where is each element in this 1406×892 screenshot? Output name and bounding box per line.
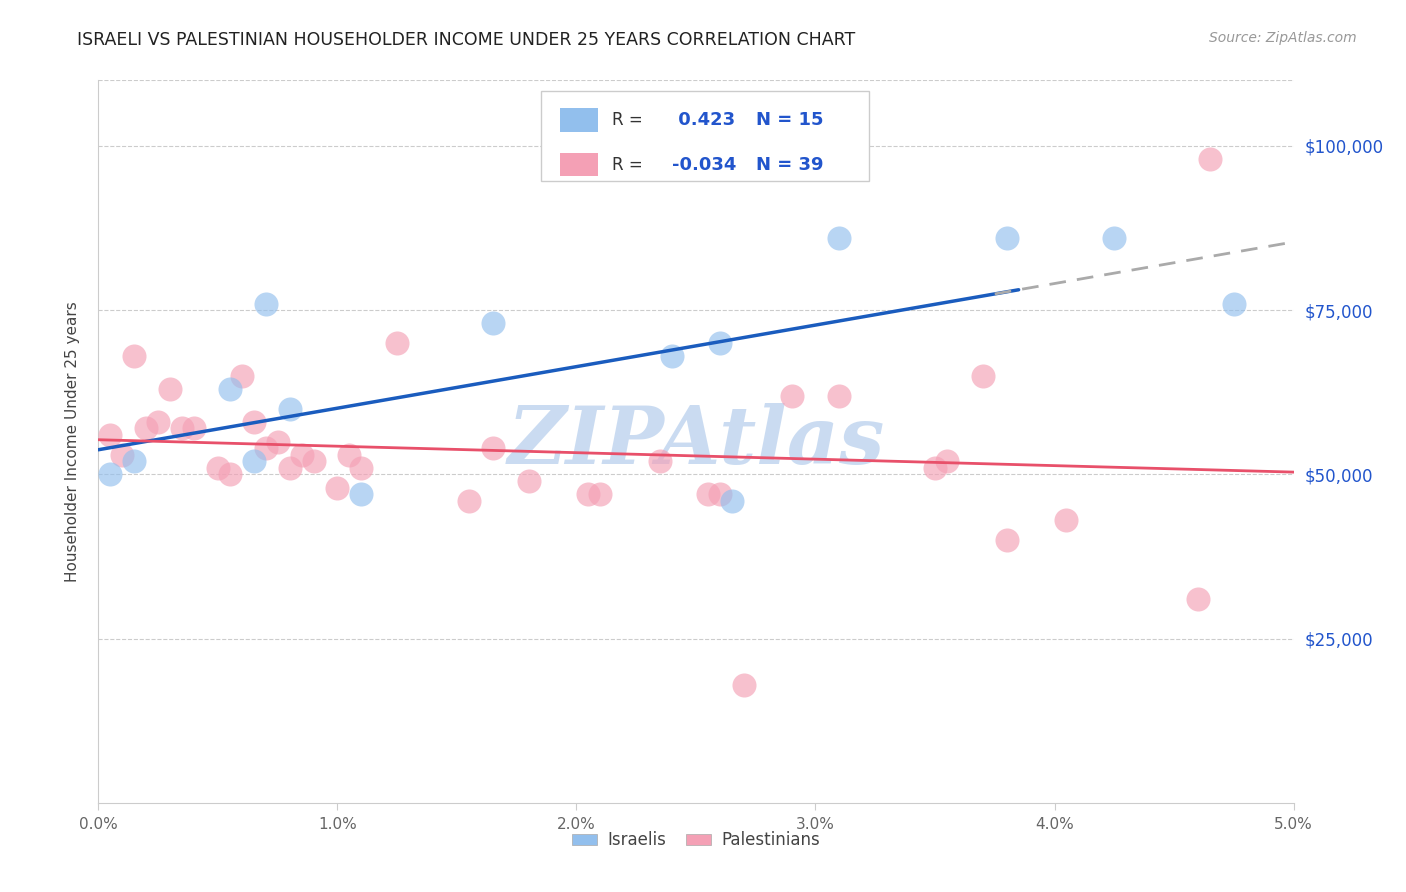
Point [124,349,146,363]
Point [697,487,720,501]
Point [350,460,373,475]
Point [733,677,755,691]
Point [254,441,277,455]
Point [98,467,122,482]
Point [517,474,540,488]
Point [578,487,600,501]
Point [243,415,266,429]
Point [650,454,672,468]
Text: N = 15: N = 15 [756,111,824,129]
Text: -0.034: -0.034 [672,156,737,174]
Point [481,441,505,455]
Point [291,448,314,462]
Point [972,368,994,383]
Point [135,421,157,435]
Point [98,428,122,442]
Point [709,336,731,351]
Point [1199,152,1222,166]
Point [124,454,146,468]
Point [267,434,290,449]
Text: Source: ZipAtlas.com: Source: ZipAtlas.com [1209,31,1357,45]
Point [207,460,229,475]
Point [458,493,481,508]
Point [1223,296,1246,310]
Point [278,401,301,416]
Point [1104,231,1126,245]
Text: R =: R = [613,156,648,174]
Text: N = 39: N = 39 [756,156,824,174]
Point [1054,513,1078,527]
Point [278,460,301,475]
Point [828,388,851,402]
Point [661,349,683,363]
Point [148,415,170,429]
Text: ZIPAtlas: ZIPAtlas [508,403,884,480]
Text: 0.423: 0.423 [672,111,735,129]
Point [231,368,253,383]
FancyBboxPatch shape [560,109,598,132]
Point [828,231,851,245]
Point [302,454,325,468]
Point [339,448,361,462]
Legend: Israelis, Palestinians: Israelis, Palestinians [565,824,827,856]
Point [709,487,731,501]
Point [589,487,612,501]
Point [481,316,505,330]
Point [936,454,959,468]
Point [326,481,349,495]
Point [995,231,1018,245]
Point [172,421,194,435]
Point [219,467,242,482]
Point [254,296,277,310]
Point [243,454,266,468]
Point [159,382,181,396]
Text: ISRAELI VS PALESTINIAN HOUSEHOLDER INCOME UNDER 25 YEARS CORRELATION CHART: ISRAELI VS PALESTINIAN HOUSEHOLDER INCOM… [77,31,856,49]
Point [721,493,744,508]
Point [183,421,205,435]
Point [111,448,134,462]
FancyBboxPatch shape [541,91,869,181]
Point [219,382,242,396]
Point [350,487,373,501]
Point [1187,592,1209,607]
Text: R =: R = [613,111,648,129]
Point [780,388,803,402]
FancyBboxPatch shape [560,153,598,177]
Point [385,336,409,351]
Y-axis label: Householder Income Under 25 years: Householder Income Under 25 years [65,301,80,582]
Point [924,460,946,475]
Point [995,533,1018,547]
